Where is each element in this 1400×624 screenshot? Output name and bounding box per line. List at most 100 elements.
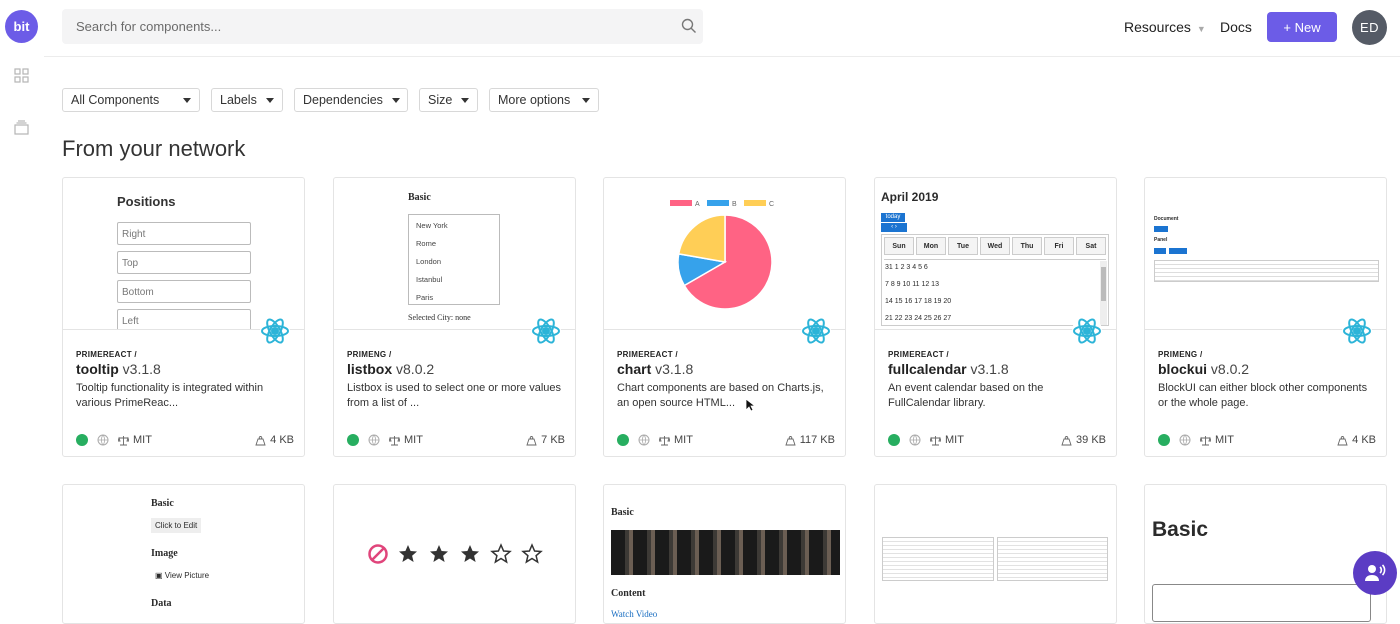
star-outline-icon [521,543,543,564]
preview-thumbnail: Document Panel [1145,178,1386,330]
component-card-basic-input[interactable]: Basic [1144,484,1387,624]
component-card-blockui[interactable]: Document Panel PRIMENG / blockui v8.0.2 … [1144,177,1387,457]
component-owner: PRIMEREACT / [888,350,949,359]
preview-edit: Click to Edit [151,518,202,533]
license: MIT [118,434,152,446]
preview-link: Watch Video [611,609,658,619]
license: MIT [1200,434,1234,446]
component-name: fullcalendar [888,361,967,377]
new-button[interactable]: + New [1267,12,1337,42]
component-owner: PRIMEREACT / [617,350,678,359]
avatar[interactable]: ED [1352,10,1387,45]
calendar-grid: Sun Mon Tue Wed Thu Fri Sat 31 1 2 3 4 5… [881,234,1109,326]
prev-next-buttons: ‹ › [881,223,907,232]
component-description: An event calendar based on the FullCalen… [888,382,1044,409]
chat-support-button[interactable] [1353,551,1397,595]
star-icon [461,545,479,562]
primereact-logo-icon [1072,316,1102,346]
weight-icon [1337,435,1348,445]
license-label: MIT [945,434,964,446]
component-card-rating[interactable] [333,484,576,624]
legend-label: A [695,201,700,208]
filter-labels[interactable]: Labels [211,88,283,112]
component-card-tooltip[interactable]: Positions Right Top Bottom Left PRIMEREA… [62,177,305,457]
mouse-cursor-icon [745,398,755,412]
primeng-logo-icon [1342,316,1372,346]
preview-title: Positions [117,194,176,209]
top-bar: Resources ▼ Docs + New ED [44,0,1400,57]
filter-size[interactable]: Size [419,88,478,112]
calendar-scrollbar [1100,261,1107,325]
license-label: MIT [133,434,152,446]
license: MIT [659,434,693,446]
day-header: Mon [916,237,946,255]
star-icon [399,545,417,562]
license-label: MIT [404,434,423,446]
legend-label: C [769,201,774,208]
preview-subtitle: Content [611,588,646,599]
caret-down-icon [461,97,470,103]
listbox-option: London [416,257,442,266]
component-description: BlockUI can either block other component… [1158,382,1368,409]
status-dot [347,434,359,446]
preview-view-picture: ▣ View Picture [155,571,210,580]
today-button: today [881,213,905,222]
docs-link[interactable]: Docs [1220,19,1252,35]
card-footer: MIT 4 KB [1158,434,1376,448]
component-version: v3.1.8 [970,361,1009,377]
calendar-day-headers: Sun Mon Tue Wed Thu Fri Sat [884,237,1106,255]
preview-thumbnail: A B C [604,178,845,330]
legend-label: B [732,201,737,208]
component-name: chart [617,361,652,377]
day-header: Wed [980,237,1010,255]
component-card-panels[interactable] [874,484,1117,624]
component-name: listbox [347,361,393,377]
preview-field: Left [117,309,251,329]
day-header: Fri [1044,237,1074,255]
scale-icon [389,435,400,445]
filter-dependencies[interactable]: Dependencies [294,88,408,112]
legend-swatch [744,200,766,206]
filter-more-options[interactable]: More options [489,88,599,112]
rating-preview [368,543,543,564]
bundle-size: 4 KB [1337,434,1376,446]
filter-bar: All Components Labels Dependencies Size … [62,88,599,112]
listbox-option: New York [416,221,448,230]
component-owner: PRIMENG / [347,350,392,359]
preview-selected-text: Selected City: none [408,313,471,322]
bit-logo[interactable]: bit [5,10,38,43]
card-footer: MIT 7 KB [347,434,565,448]
component-version: v8.0.2 [1210,361,1250,377]
star-icon [430,545,448,562]
grid-icon[interactable] [14,68,29,83]
preview-input [1152,584,1371,622]
preview-title: Basic [1152,518,1209,541]
component-card-inplace[interactable]: Basic Click to Edit Image ▣ View Picture… [62,484,305,624]
component-card-lightbox[interactable]: Basic Content Watch Video [603,484,846,624]
day-header: Sat [1076,237,1106,255]
component-description: Chart components are based on Charts.js,… [617,382,824,409]
component-title: fullcalendar v3.1.8 [888,361,1009,377]
calendar-week: 21 22 23 24 25 26 27 [885,315,952,322]
weight-icon [526,435,537,445]
component-version: v3.1.8 [122,361,161,377]
size-label: 4 KB [1352,434,1376,446]
caret-down-icon [266,97,274,103]
pie-chart-preview: A B C [670,200,774,310]
component-owner: PRIMENG / [1158,350,1203,359]
search-input[interactable] [62,9,662,44]
component-card-listbox[interactable]: Basic New York Rome London Istanbul Pari… [333,177,576,457]
filter-all-components[interactable]: All Components [62,88,200,112]
component-name: blockui [1158,361,1208,377]
caret-down-icon [391,97,400,103]
license-label: MIT [674,434,693,446]
component-card-fullcalendar[interactable]: April 2019 today ‹ › Sun Mon Tue Wed Thu… [874,177,1117,457]
component-card-chart[interactable]: A B C PRIMEREACT / chart v3.1.8 Chart comp… [603,177,846,457]
day-header: Tue [948,237,978,255]
resources-menu[interactable]: Resources ▼ [1124,19,1206,35]
calendar-title: April 2019 [881,190,939,204]
day-header: Sun [884,237,914,255]
collections-icon[interactable] [14,120,29,135]
search-icon[interactable] [681,18,697,34]
license: MIT [389,434,423,446]
